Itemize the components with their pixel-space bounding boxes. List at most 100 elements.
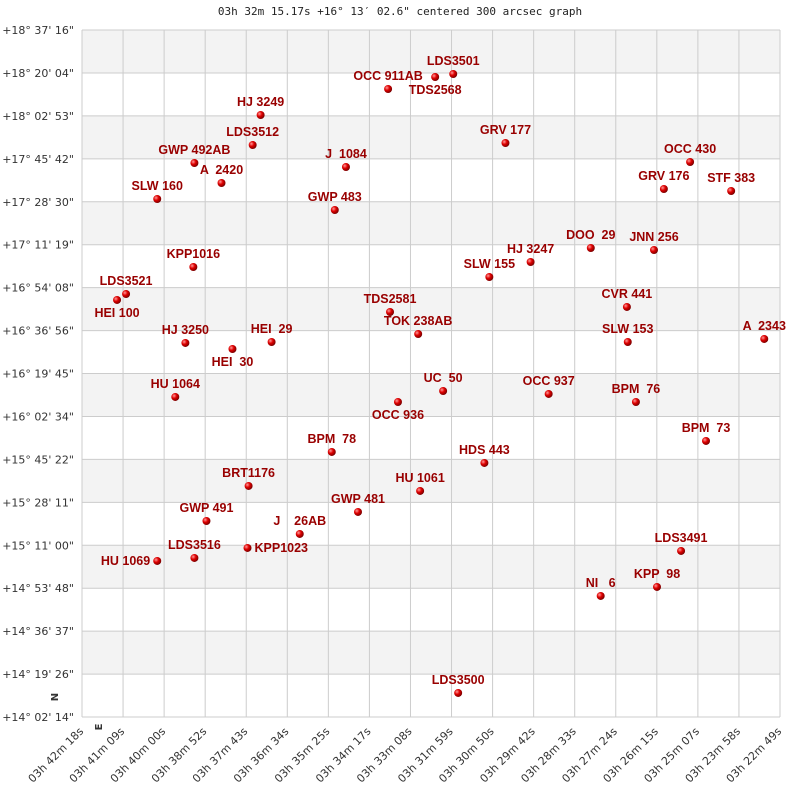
y-tick-label: +18° 37' 16" — [2, 24, 74, 37]
star-label: BPM 78 — [307, 432, 356, 446]
y-tick-label: +17° 28' 30" — [2, 196, 74, 209]
star-point — [295, 529, 304, 538]
star-point — [190, 553, 199, 562]
star-point — [586, 243, 595, 252]
star-point — [480, 458, 489, 467]
star-point — [153, 194, 162, 203]
star-point — [244, 481, 253, 490]
star-label: LDS3521 — [100, 274, 153, 288]
star-label: BPM 76 — [612, 382, 661, 396]
star-label: GWP 481 — [331, 492, 385, 506]
chart-title: 03h 32m 15.17s +16° 13′ 02.6" centered 3… — [217, 5, 583, 18]
star-label: SLW 160 — [132, 179, 183, 193]
grid-band — [82, 115, 780, 159]
star-point — [596, 591, 605, 600]
star-label: GWP 483 — [308, 190, 362, 204]
star-point — [485, 272, 494, 281]
grid-band — [82, 459, 780, 503]
y-tick-label: +14° 53' 48" — [2, 582, 74, 595]
star-label: A 2343 — [743, 319, 786, 333]
star-label: DOO 29 — [566, 228, 615, 242]
star-point — [171, 392, 180, 401]
star-label: KPP1016 — [167, 247, 221, 261]
star-point — [623, 337, 632, 346]
star-point — [544, 389, 553, 398]
star-point — [243, 543, 252, 552]
star-point — [256, 110, 265, 119]
star-point — [153, 556, 162, 565]
star-label: HU 1061 — [395, 471, 444, 485]
star-point — [190, 158, 199, 167]
star-point — [202, 516, 211, 525]
grid-band — [82, 545, 780, 589]
star-label: HJ 3249 — [237, 95, 284, 109]
star-point — [393, 397, 402, 406]
star-point — [384, 84, 393, 93]
star-point — [449, 70, 458, 79]
star-point — [217, 178, 226, 187]
y-tick-label: +18° 20' 04" — [2, 67, 74, 80]
y-tick-label: +17° 45' 42" — [2, 153, 74, 166]
star-point — [631, 397, 640, 406]
star-point — [501, 138, 510, 147]
star-label: BRT1176 — [222, 466, 275, 480]
star-label: OCC 911AB — [353, 69, 422, 83]
east-label: E — [94, 723, 105, 730]
star-point — [386, 307, 395, 316]
star-label: UC 50 — [424, 371, 463, 385]
star-point — [113, 295, 122, 304]
star-point — [267, 337, 276, 346]
grid-band — [82, 158, 780, 202]
star-point — [416, 486, 425, 495]
star-point — [653, 582, 662, 591]
star-point — [686, 157, 695, 166]
grid-band — [82, 287, 780, 331]
star-point — [649, 245, 658, 254]
star-label: STF 383 — [707, 171, 755, 185]
star-label: TDS2568 — [409, 83, 462, 97]
star-label: HEI 30 — [212, 355, 254, 369]
star-label: J 1084 — [325, 147, 367, 161]
star-label: GRV 177 — [480, 123, 531, 137]
star-point — [122, 289, 131, 298]
star-label: HJ 3250 — [162, 323, 209, 337]
star-label: GWP 491 — [179, 501, 233, 515]
star-point — [622, 302, 631, 311]
star-point — [354, 507, 363, 516]
y-tick-label: +14° 36' 37" — [2, 625, 74, 638]
y-tick-label: +17° 11' 19" — [2, 239, 74, 252]
star-point — [677, 546, 686, 555]
star-point — [526, 257, 535, 266]
grid-band — [82, 244, 780, 288]
star-label: J 26AB — [273, 514, 326, 528]
star-point — [228, 344, 237, 353]
star-label: TDS2581 — [364, 292, 417, 306]
y-tick-label: +16° 02' 34" — [2, 410, 74, 423]
grid-band — [82, 330, 780, 374]
grid-band — [82, 631, 780, 675]
y-tick-label: +15° 11' 00" — [2, 539, 74, 552]
star-point — [189, 262, 198, 271]
star-label: GWP 492AB — [158, 143, 230, 157]
star-label: HJ 3247 — [507, 242, 554, 256]
star-label: HDS 443 — [459, 443, 510, 457]
star-label: TOK 238AB — [384, 314, 453, 328]
grid-band — [82, 72, 780, 116]
star-point — [439, 386, 448, 395]
star-label: OCC 936 — [372, 408, 424, 422]
star-label: SLW 153 — [602, 322, 653, 336]
star-point — [760, 334, 769, 343]
y-tick-label: +15° 45' 22" — [2, 453, 74, 466]
star-point — [181, 338, 190, 347]
star-label: JNN 256 — [629, 230, 678, 244]
star-label: OCC 430 — [664, 142, 716, 156]
star-point — [431, 73, 440, 82]
star-label: HEI 100 — [94, 306, 139, 320]
star-label: OCC 937 — [523, 374, 575, 388]
star-label: NI 6 — [586, 576, 616, 590]
star-point — [341, 163, 350, 172]
star-label: LDS3516 — [168, 538, 221, 552]
star-label: HU 1069 — [101, 554, 150, 568]
star-label: CVR 441 — [602, 287, 653, 301]
